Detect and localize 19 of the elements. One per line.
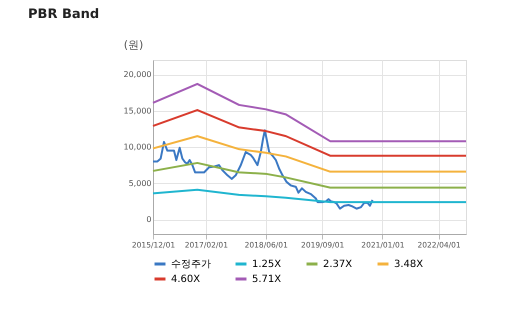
line-series <box>152 82 467 142</box>
chart-title: PBR Band <box>28 7 100 22</box>
y-axis-title: (원) <box>124 38 144 52</box>
legend-label: 5.71X <box>252 274 282 285</box>
line-series <box>152 162 467 189</box>
line-series <box>152 188 467 204</box>
legend-label: 1.25X <box>252 259 282 270</box>
y-tick-label: 20,000 <box>124 70 152 79</box>
line-series <box>152 109 467 157</box>
y-tick-label: 5,000 <box>128 178 152 188</box>
legend-label: 2.37X <box>323 259 352 270</box>
legend-label: 4.60X <box>171 274 200 285</box>
line-series <box>152 135 467 173</box>
line-series <box>152 129 374 210</box>
legend-label: 수정주가 <box>171 259 211 270</box>
y-tick-label: 10,000 <box>124 142 152 152</box>
legend-label: 3.48X <box>394 259 424 270</box>
y-tick-label: 0 <box>146 215 152 224</box>
y-tick-label: 15,000 <box>124 106 152 116</box>
